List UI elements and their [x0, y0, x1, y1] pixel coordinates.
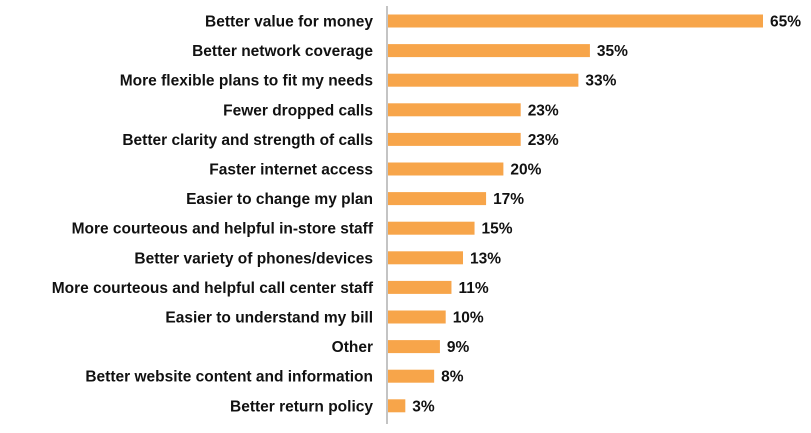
category-label: Other — [332, 339, 373, 356]
value-labels-group: 65% 35% 33% 23% 23% 20% 17% 15% 13% 11% 10% 9% 8% 3% — [412, 14, 801, 416]
data-label: 9% — [447, 339, 470, 356]
data-label: 13% — [470, 250, 501, 267]
bar — [388, 369, 435, 383]
category-label: More courteous and helpful in-store staf… — [72, 221, 374, 238]
bar — [388, 162, 504, 176]
category-label: Better variety of phones/devices — [134, 250, 373, 267]
category-label: Better network coverage — [192, 43, 373, 60]
category-label: Better value for money — [205, 14, 373, 31]
bar — [388, 251, 463, 265]
bar — [388, 73, 579, 87]
category-label: Easier to understand my bill — [165, 310, 373, 327]
bar — [388, 399, 406, 413]
category-label: More courteous and helpful call center s… — [52, 280, 374, 297]
data-label: 3% — [412, 398, 435, 415]
data-label: 33% — [585, 73, 616, 90]
category-label: Faster internet access — [209, 162, 373, 179]
data-label: 65% — [770, 14, 801, 31]
bar — [388, 44, 590, 58]
data-label: 15% — [482, 221, 513, 238]
data-label: 11% — [458, 280, 488, 297]
category-label: Better return policy — [230, 398, 373, 415]
bar — [388, 132, 521, 146]
data-label: 23% — [528, 132, 559, 149]
category-labels-group: Better value for money Better network cov… — [52, 14, 374, 416]
data-label: 17% — [493, 191, 524, 208]
category-label: More flexible plans to fit my needs — [120, 73, 373, 90]
data-label: 20% — [510, 162, 541, 179]
data-label: 8% — [441, 369, 464, 386]
bar — [388, 280, 452, 294]
category-label: Better clarity and strength of calls — [122, 132, 373, 149]
bar — [388, 310, 446, 324]
bars-group — [388, 14, 763, 413]
bar — [388, 221, 475, 235]
bar — [388, 14, 763, 28]
category-label: Easier to change my plan — [186, 191, 373, 208]
data-label: 35% — [597, 43, 628, 60]
bar — [388, 103, 521, 117]
category-label: Fewer dropped calls — [223, 102, 373, 119]
category-label: Better website content and information — [85, 369, 373, 386]
data-label: 10% — [453, 310, 484, 327]
bar — [388, 192, 487, 206]
data-label: 23% — [528, 102, 559, 119]
bar — [388, 340, 440, 354]
